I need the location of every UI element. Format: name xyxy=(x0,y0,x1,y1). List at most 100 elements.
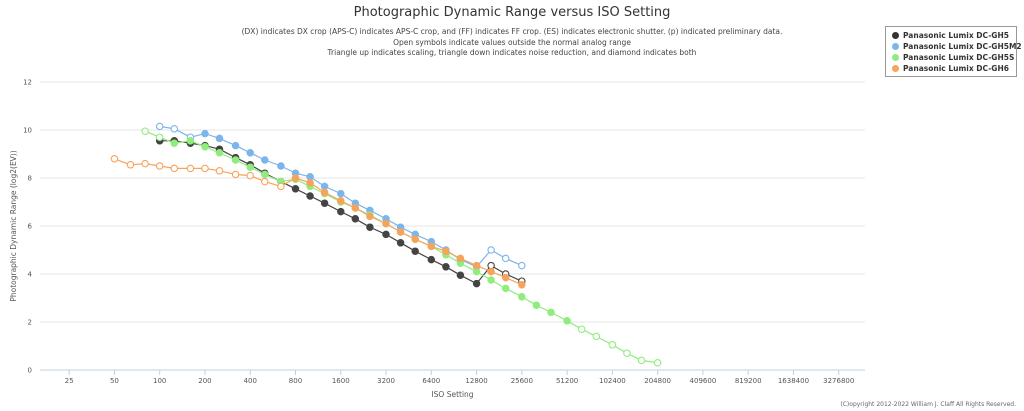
data-point xyxy=(277,182,285,191)
data-point xyxy=(608,341,617,349)
legend-item-gh5s[interactable]: Panasonic Lumix DC-GH5S xyxy=(892,52,1014,63)
data-point xyxy=(246,171,254,180)
data-point xyxy=(201,143,209,151)
data-point xyxy=(306,179,314,187)
data-point xyxy=(306,173,314,181)
data-point xyxy=(201,164,209,173)
x-tick-label: 819200 xyxy=(735,377,762,385)
data-point xyxy=(442,263,450,271)
legend-label: Panasonic Lumix DC-GH5S xyxy=(903,53,1015,62)
series-0 xyxy=(155,137,526,288)
chart-subtitle-line-1: (DX) indicates DX crop (APS-C) indicates… xyxy=(241,27,783,36)
data-point xyxy=(277,162,285,170)
x-tick-label: 25600 xyxy=(511,377,533,385)
x-tick-label: 100 xyxy=(153,377,166,385)
data-point xyxy=(110,155,119,163)
data-point xyxy=(456,271,465,279)
x-tick-label: 102400 xyxy=(599,377,626,385)
data-point xyxy=(215,167,224,175)
data-point xyxy=(518,293,526,301)
data-point xyxy=(320,199,329,207)
legend-marker-icon xyxy=(892,64,899,72)
data-point xyxy=(518,281,526,289)
series-1 xyxy=(155,122,526,271)
data-point xyxy=(170,164,179,173)
data-point xyxy=(563,317,571,325)
data-point xyxy=(427,255,436,264)
chart-title: Photographic Dynamic Range versus ISO Se… xyxy=(353,5,671,20)
data-point xyxy=(637,356,646,365)
data-point xyxy=(231,170,240,179)
data-point xyxy=(487,276,495,284)
legend-item-gh5m2[interactable]: Panasonic Lumix DC-GH5M2 xyxy=(892,41,1022,52)
y-tick-label: 12 xyxy=(23,79,32,87)
data-point xyxy=(427,242,436,251)
axes: 0 2 4 6 8 10 12 25 50 100 200 400 800 1600 3200 6400 128… xyxy=(9,79,865,399)
data-point xyxy=(215,149,224,157)
data-point xyxy=(366,212,374,221)
data-point xyxy=(501,254,510,263)
data-point xyxy=(215,134,224,143)
data-point xyxy=(472,261,481,270)
data-point xyxy=(396,239,405,247)
data-point xyxy=(186,164,195,173)
legend-marker-icon xyxy=(892,53,899,61)
data-point xyxy=(261,177,269,186)
data-point xyxy=(231,156,240,164)
x-tick-label: 12800 xyxy=(465,377,487,385)
data-point xyxy=(170,139,179,147)
data-point xyxy=(320,182,329,191)
y-tick-label: 0 xyxy=(28,367,32,375)
data-point xyxy=(501,273,510,282)
legend-item-gh5[interactable]: Panasonic Lumix DC-GH5 xyxy=(892,30,1009,41)
x-tick-label: 6400 xyxy=(422,377,440,385)
data-point xyxy=(201,129,209,138)
legend-label: Panasonic Lumix DC-GH5M2 xyxy=(903,42,1022,51)
data-point xyxy=(246,163,254,171)
data-point xyxy=(532,301,541,309)
x-tick-label: 51200 xyxy=(556,377,578,385)
data-point xyxy=(577,325,586,333)
data-point xyxy=(547,308,555,317)
x-axis-title: ISO Setting xyxy=(431,390,473,399)
data-point xyxy=(261,170,269,179)
data-point xyxy=(653,359,662,367)
data-point xyxy=(411,235,419,243)
data-point xyxy=(291,185,300,193)
y-tick-label: 6 xyxy=(28,223,33,231)
data-point xyxy=(141,159,149,168)
x-tick-label: 25 xyxy=(65,377,74,385)
data-point xyxy=(351,215,360,223)
series-line xyxy=(114,158,523,286)
data-point xyxy=(487,261,495,270)
data-point xyxy=(231,141,240,150)
data-point xyxy=(246,149,254,157)
data-point xyxy=(337,207,345,216)
grid xyxy=(40,81,865,323)
data-point xyxy=(472,267,481,276)
data-point xyxy=(320,188,329,197)
chart-subtitle-line-3: Triangle up indicates scaling, triangle … xyxy=(327,48,697,57)
y-tick-label: 10 xyxy=(23,127,32,135)
data-point xyxy=(623,349,631,357)
x-tick-label: 800 xyxy=(289,377,302,385)
data-point xyxy=(126,161,135,169)
x-tick-label: 204800 xyxy=(644,377,671,385)
data-point xyxy=(155,122,164,131)
data-point xyxy=(261,156,269,164)
data-point xyxy=(186,137,195,145)
y-tick-label: 2 xyxy=(28,319,32,327)
legend-marker-icon xyxy=(892,31,899,39)
data-point xyxy=(306,192,314,200)
data-point xyxy=(592,332,601,341)
legend-item-gh6[interactable]: Panasonic Lumix DC-GH6 xyxy=(892,63,1009,74)
data-point xyxy=(442,247,450,255)
series-2 xyxy=(141,127,662,367)
data-point xyxy=(351,204,360,212)
data-point xyxy=(337,197,345,205)
data-point xyxy=(382,219,390,228)
x-tick-label: 400 xyxy=(244,377,257,385)
data-point xyxy=(396,228,405,236)
legend-label: Panasonic Lumix DC-GH6 xyxy=(903,64,1009,73)
y-tick-label: 8 xyxy=(28,175,32,183)
